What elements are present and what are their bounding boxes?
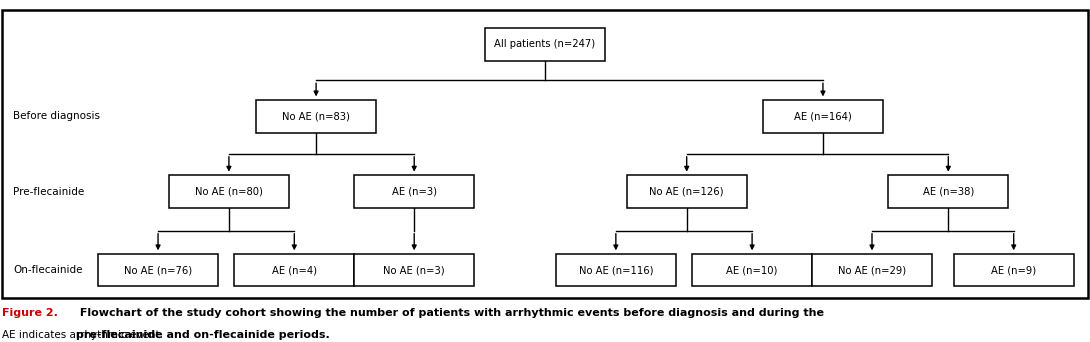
- Bar: [763, 100, 883, 132]
- Text: No AE (n=80): No AE (n=80): [195, 186, 263, 197]
- Text: On-flecainide: On-flecainide: [13, 265, 83, 275]
- Text: No AE (n=29): No AE (n=29): [838, 265, 906, 275]
- Text: AE (n=10): AE (n=10): [726, 265, 778, 275]
- Text: Flowchart of the study cohort showing the number of patients with arrhythmic eve: Flowchart of the study cohort showing th…: [76, 308, 824, 318]
- Bar: [627, 175, 747, 208]
- Bar: [354, 254, 474, 287]
- Text: All patients (n=247): All patients (n=247): [495, 39, 595, 50]
- Bar: [234, 254, 354, 287]
- Text: AE (n=3): AE (n=3): [391, 186, 437, 197]
- Text: AE (n=4): AE (n=4): [271, 265, 317, 275]
- Text: Pre-flecainide: Pre-flecainide: [13, 186, 84, 197]
- Text: AE (n=9): AE (n=9): [991, 265, 1037, 275]
- Bar: [556, 254, 676, 287]
- Text: Before diagnosis: Before diagnosis: [13, 111, 100, 121]
- Text: No AE (n=76): No AE (n=76): [124, 265, 192, 275]
- Text: AE (n=38): AE (n=38): [922, 186, 974, 197]
- Text: No AE (n=126): No AE (n=126): [650, 186, 724, 197]
- Bar: [485, 28, 605, 61]
- Bar: [888, 175, 1008, 208]
- Text: AE indicates arrhythmic event.: AE indicates arrhythmic event.: [2, 330, 164, 340]
- Text: AE (n=164): AE (n=164): [795, 111, 851, 121]
- Bar: [812, 254, 932, 287]
- Bar: [169, 175, 289, 208]
- Bar: [2, 10, 1088, 298]
- Text: Figure 2.: Figure 2.: [2, 308, 58, 318]
- Bar: [256, 100, 376, 132]
- Bar: [98, 254, 218, 287]
- Text: No AE (n=83): No AE (n=83): [282, 111, 350, 121]
- Bar: [692, 254, 812, 287]
- Text: pre-flecainide and on-flecainide periods.: pre-flecainide and on-flecainide periods…: [76, 330, 330, 340]
- Bar: [954, 254, 1074, 287]
- Text: No AE (n=116): No AE (n=116): [579, 265, 653, 275]
- Bar: [354, 175, 474, 208]
- Text: No AE (n=3): No AE (n=3): [384, 265, 445, 275]
